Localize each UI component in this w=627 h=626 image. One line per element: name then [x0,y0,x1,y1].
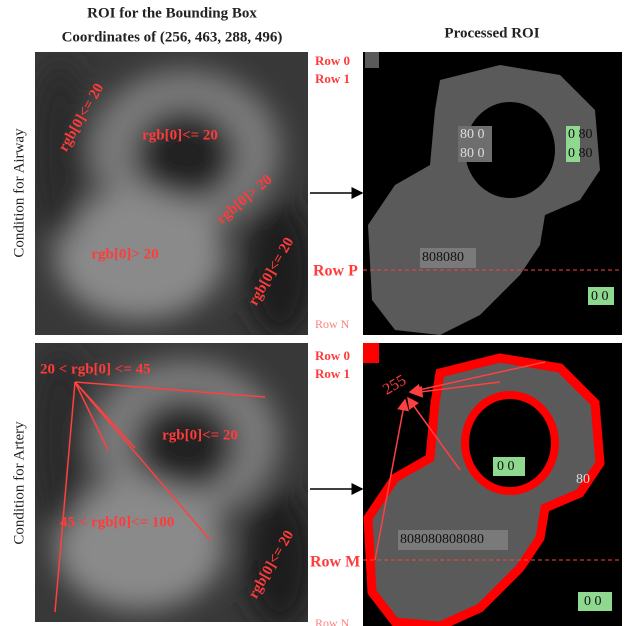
right-title: Processed ROI [444,25,539,41]
pixel-value: 80 [576,472,590,487]
pixel [365,52,379,68]
pixel-value: 0 0 [584,594,602,609]
left-title: Coordinates of (256, 463, 288, 496) [62,29,283,45]
row-label: Row M [310,554,360,571]
row-label: Row N [315,616,350,626]
hole [465,395,555,491]
pixel-value: 0 80 [568,146,593,161]
pixel-value: 0 0 [591,289,609,304]
condition-label: 45 < rgb[0]<= 100 [60,514,174,530]
side-label: Condition for Airway [11,128,27,258]
roi-image [30,343,315,626]
pixel [363,343,379,363]
row-label: Row 1 [315,71,350,86]
pixel-value: 0 80 [568,127,593,142]
row-label: Row P [313,263,358,280]
condition-label: 20 < rgb[0] <= 45 [40,361,151,377]
row-label: Row 0 [315,348,350,363]
hole [135,400,235,490]
pixel-value: 808080808080 [400,532,484,547]
pixel-value: 80 0 [460,146,485,161]
left-title: ROI for the Bounding Box [87,5,257,21]
hole [135,110,235,200]
condition-label: rgb[0]<= 20 [162,427,238,443]
row-label: Row 1 [315,366,350,381]
processed-roi [363,52,622,335]
figure: ROI for the Bounding Box Coordinates of … [0,0,627,626]
condition-label: rgb[0]<= 20 [142,127,218,143]
roi-image [30,52,315,340]
condition-label: rgb[0]> 20 [91,246,158,262]
row-label: Row 0 [315,53,350,68]
side-label: Condition for Artery [11,421,27,545]
pixel-value: 0 0 [497,459,515,474]
pixel-value: 808080 [422,250,464,265]
pixel-value: 80 0 [460,127,485,142]
row-label: Row N [315,317,350,331]
